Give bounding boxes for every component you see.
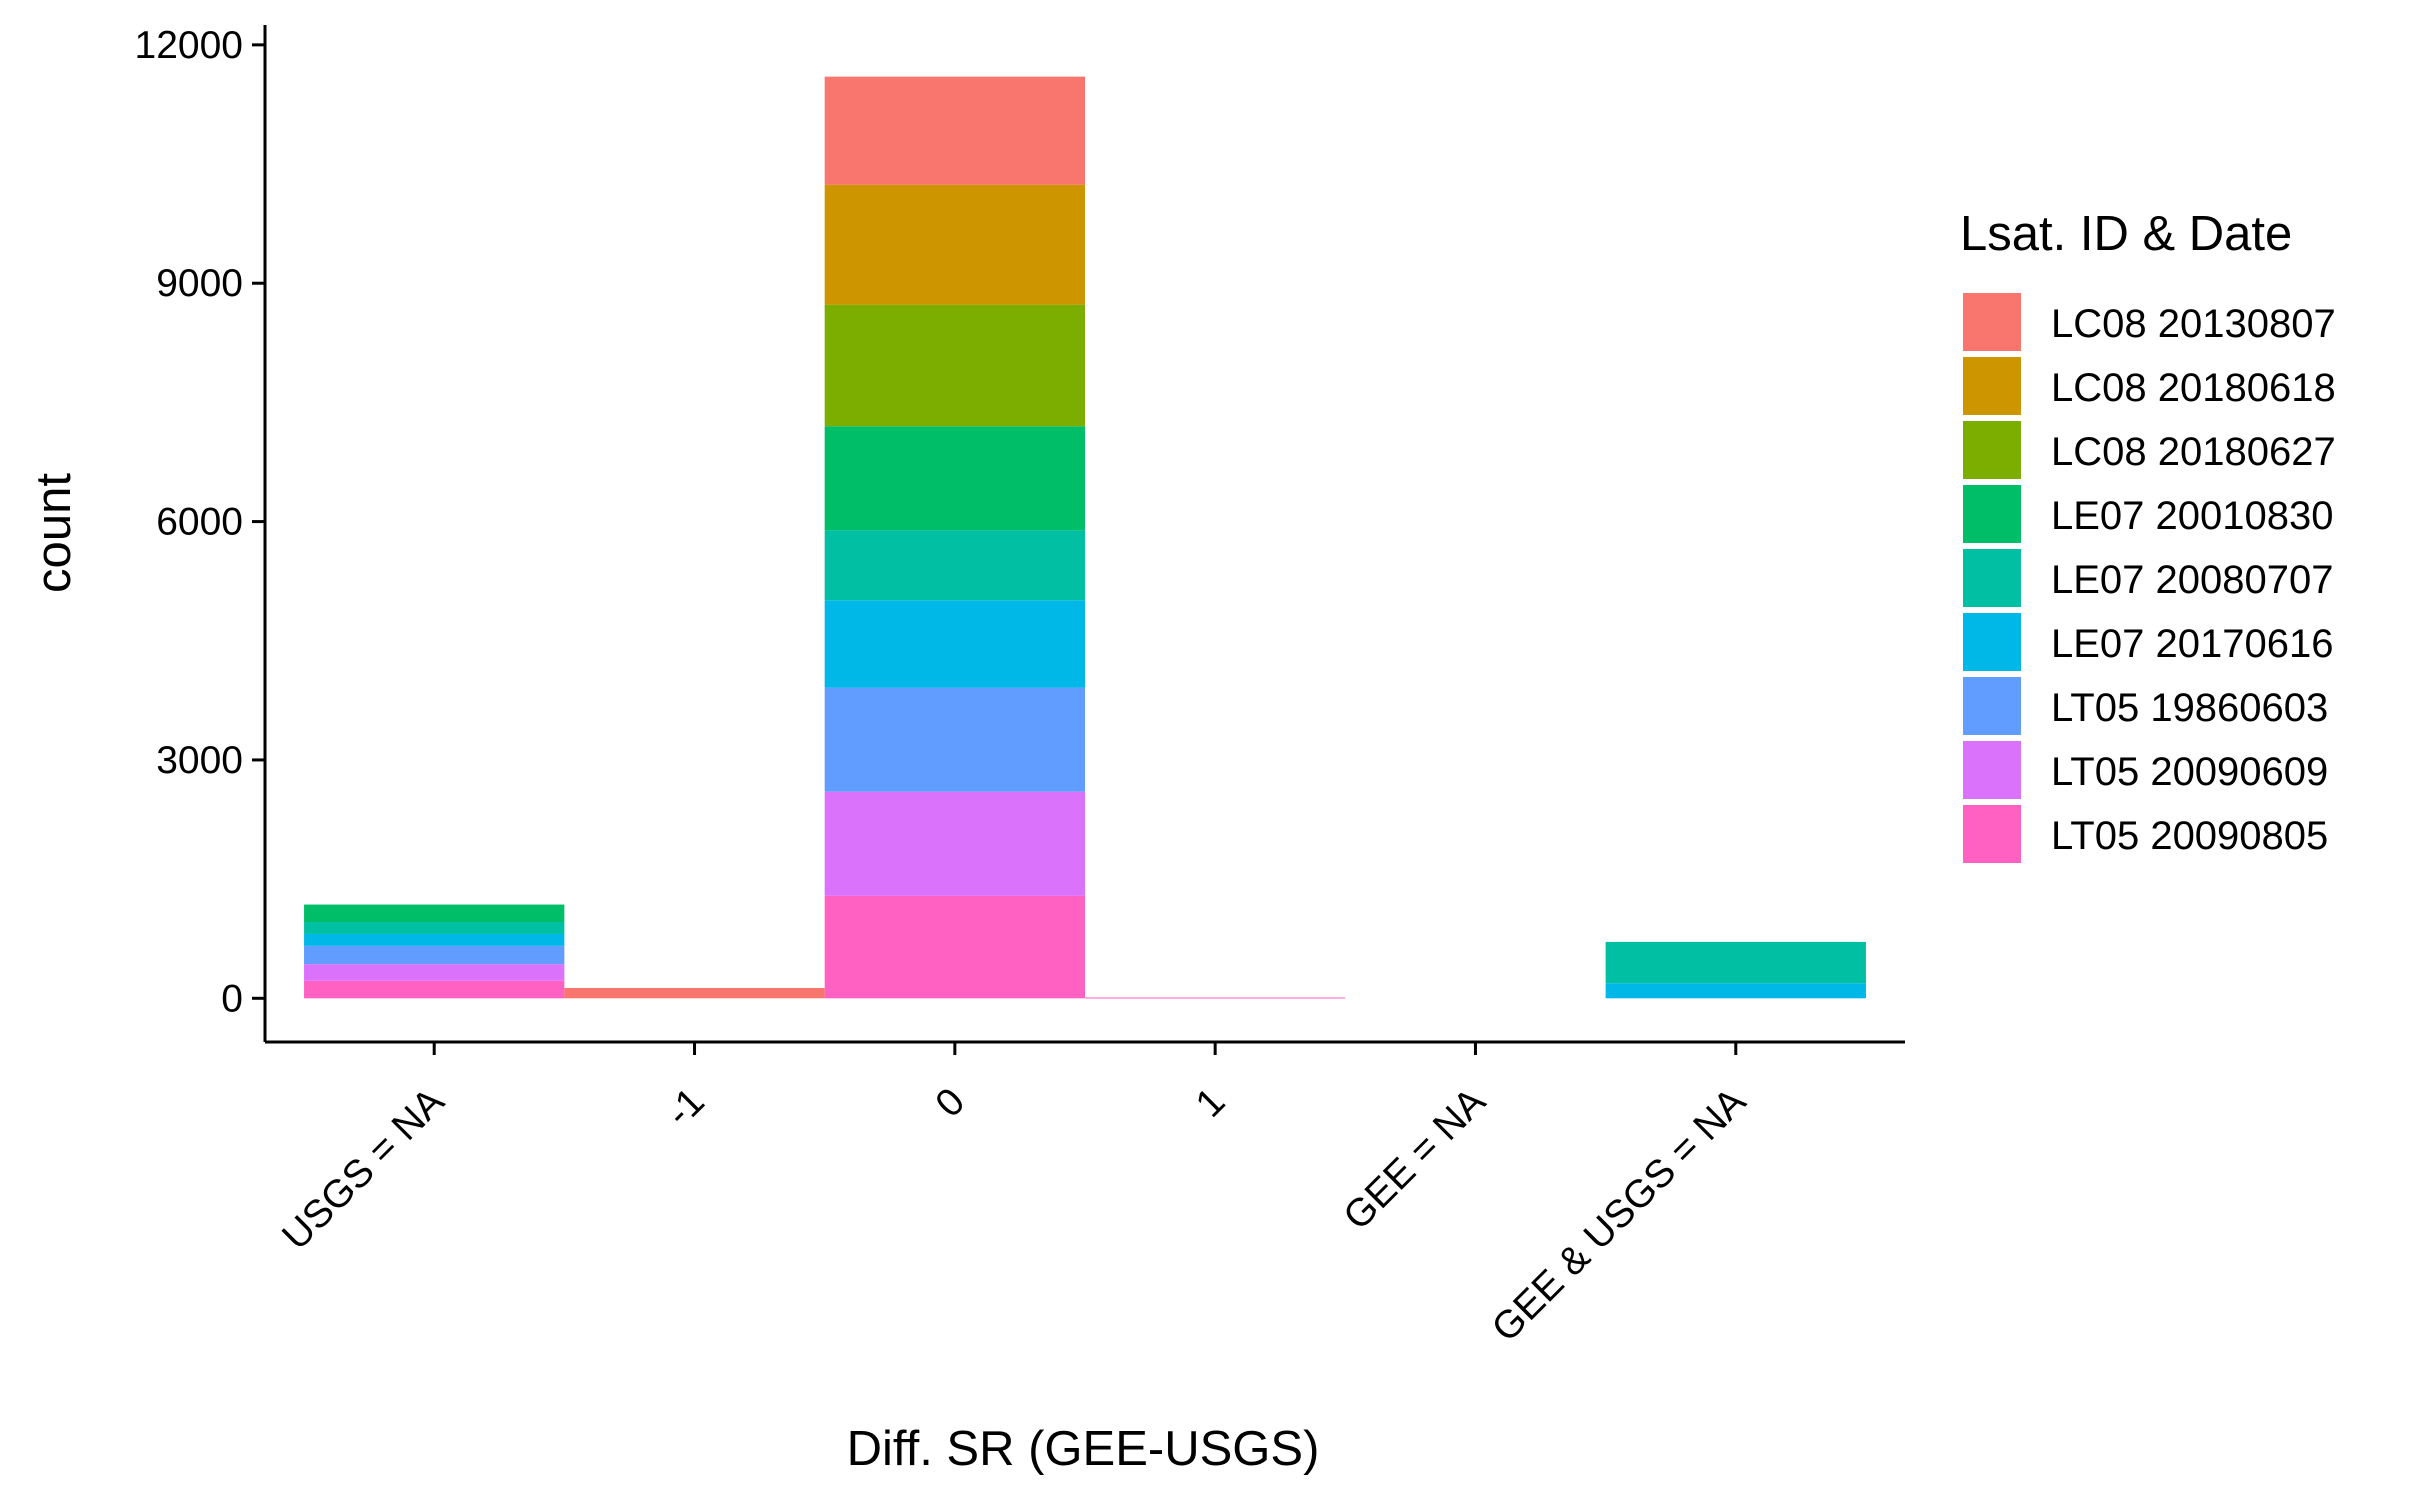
legend-key	[1963, 293, 2021, 351]
bar-segment	[824, 184, 1085, 305]
x-tick-label: 1	[1188, 1080, 1234, 1126]
bar-segment	[304, 922, 565, 934]
x-tick-label: 0	[927, 1080, 973, 1126]
legend: Lsat. ID & Date LC08 20130807 LC08 201806…	[1960, 207, 2336, 863]
legend-key	[1963, 485, 2021, 543]
bar-segment	[824, 687, 1085, 792]
y-tick-label: 0	[221, 977, 243, 1020]
x-tick-label: -1	[658, 1080, 713, 1135]
y-tick-label: 12000	[135, 24, 243, 67]
bar-segment	[824, 76, 1085, 185]
bar-segment	[1605, 983, 1866, 999]
x-axis-title: Diff. SR (GEE-USGS)	[847, 1422, 1320, 1476]
legend-key	[1963, 677, 2021, 735]
legend-title: Lsat. ID & Date	[1960, 207, 2292, 261]
y-tick-label: 3000	[156, 739, 243, 782]
y-axis-title: count	[27, 473, 81, 593]
legend-label: LT05 20090805	[2051, 814, 2328, 858]
legend-key	[1963, 421, 2021, 479]
bar-segment	[824, 600, 1085, 688]
bar-segment	[824, 530, 1085, 601]
legend-label: LC08 20180627	[2051, 430, 2336, 474]
x-tick-label: GEE & USGS = NA	[1484, 1080, 1754, 1350]
legend-key	[1963, 805, 2021, 863]
bar-segment	[304, 980, 565, 999]
legend-label: LE07 20170616	[2051, 622, 2334, 666]
legend-label: LE07 20010830	[2051, 494, 2334, 538]
y-ticks: 0 3000 6000 9000 12000	[135, 24, 265, 1020]
bar-segment	[304, 964, 565, 981]
axes-layer	[263, 25, 1905, 1044]
bar-segment	[824, 791, 1085, 896]
legend-label: LT05 19860603	[2051, 686, 2328, 730]
legend-label: LC08 20180618	[2051, 366, 2336, 410]
bar-segment	[1085, 997, 1346, 999]
legend-key	[1963, 549, 2021, 607]
bar-segment	[564, 987, 825, 999]
bar-segment	[824, 426, 1085, 531]
bar-segment	[304, 933, 565, 946]
legend-key	[1963, 613, 2021, 671]
legend-label: LT05 20090609	[2051, 750, 2328, 794]
bar-segment	[824, 304, 1085, 427]
bar-segment	[304, 945, 565, 965]
legend-key	[1963, 357, 2021, 415]
legend-label: LC08 20130807	[2051, 302, 2336, 346]
bar-segment	[304, 904, 565, 923]
y-tick-label: 9000	[156, 262, 243, 305]
x-tick-label: GEE = NA	[1335, 1080, 1493, 1238]
x-tick-label: USGS = NA	[274, 1080, 452, 1258]
bar-segment	[1605, 941, 1866, 984]
legend-key	[1963, 741, 2021, 799]
legend-label: LE07 20080707	[2051, 558, 2334, 602]
bar-segment	[824, 895, 1085, 999]
bars-layer	[304, 76, 1866, 999]
y-tick-label: 6000	[156, 501, 243, 544]
